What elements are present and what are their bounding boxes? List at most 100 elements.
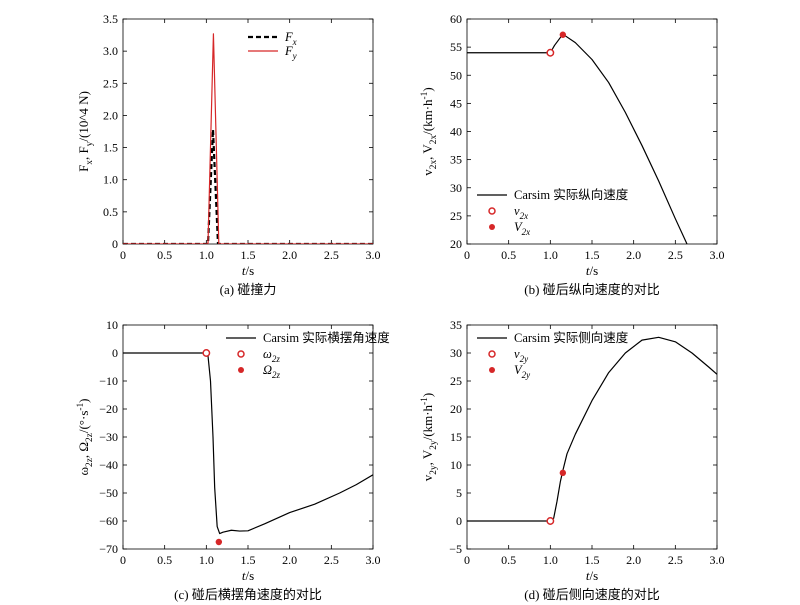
marker-filled-b bbox=[559, 31, 567, 38]
x-tick-label: 1.0 bbox=[199, 553, 214, 567]
series-line-d-0 bbox=[467, 336, 717, 522]
y-tick-label: 10 bbox=[106, 318, 118, 332]
y-axis-label: v2y, V2y/(km·h-1) bbox=[420, 393, 439, 481]
y-tick-label: 2.0 bbox=[103, 108, 118, 122]
legend-label: Ω2z bbox=[263, 363, 281, 380]
y-axis-label: ω2z, Ω2z/(°·s-1) bbox=[76, 398, 95, 475]
y-tick-label: 0.5 bbox=[103, 205, 118, 219]
x-tick-label: 2.0 bbox=[626, 553, 641, 567]
legend-label: V2y bbox=[514, 363, 530, 380]
x-tick-label: 1.5 bbox=[241, 553, 256, 567]
series-line-c-0 bbox=[123, 352, 373, 535]
chart-caption: (c) 碰后横摆角速度的对比 bbox=[174, 587, 322, 602]
x-tick-label: 0 bbox=[464, 553, 470, 567]
legend-marker bbox=[489, 224, 495, 230]
x-tick-label: 2.5 bbox=[668, 553, 683, 567]
x-tick-label: 2.0 bbox=[282, 248, 297, 262]
y-tick-label: 25 bbox=[450, 209, 462, 223]
x-tick-label: 2.0 bbox=[626, 248, 641, 262]
plot-frame-c bbox=[122, 324, 374, 550]
legend-label: Fx bbox=[284, 30, 297, 47]
series-line-a-1 bbox=[123, 33, 373, 244]
marker-filled-c bbox=[215, 538, 223, 546]
chart-caption: (d) 碰后侧向速度的对比 bbox=[524, 587, 659, 602]
y-tick-label: 55 bbox=[450, 40, 462, 54]
legend-label: Carsim 实际横摆角速度 bbox=[263, 330, 390, 345]
y-tick-label: 15 bbox=[450, 430, 462, 444]
x-tick-label: 1.0 bbox=[543, 248, 558, 262]
y-tick-label: 2.5 bbox=[103, 76, 118, 90]
x-tick-label: 0.5 bbox=[157, 248, 172, 262]
legend-marker bbox=[238, 367, 244, 373]
plot-frame-d bbox=[466, 324, 718, 550]
chart-c: 0 0.5 1.0 1.5 2.0 2.5 3.0 −70 −60 −50 −40 −30 −20 −10… bbox=[76, 318, 390, 602]
chart-caption: (b) 碰后纵向速度的对比 bbox=[524, 282, 659, 297]
legend-label: Carsim 实际侧向速度 bbox=[514, 330, 629, 345]
x-tick-label: 0.5 bbox=[501, 248, 516, 262]
y-tick-label: 20 bbox=[450, 237, 462, 251]
y-tick-label: 25 bbox=[450, 374, 462, 388]
x-tick-label: 1.5 bbox=[241, 248, 256, 262]
y-tick-label: −20 bbox=[99, 402, 118, 416]
y-tick-label: 35 bbox=[450, 153, 462, 167]
x-tick-label: 1.5 bbox=[585, 248, 600, 262]
y-tick-label: 5 bbox=[456, 486, 462, 500]
legend-marker bbox=[237, 350, 245, 358]
x-tick-label: 0 bbox=[464, 248, 470, 262]
y-tick-label: −70 bbox=[99, 542, 118, 556]
x-axis-label: t/s bbox=[242, 263, 254, 278]
y-tick-label: 60 bbox=[450, 12, 462, 26]
y-tick-label: −30 bbox=[99, 430, 118, 444]
x-axis-label: t/s bbox=[242, 568, 254, 583]
y-tick-label: 3.5 bbox=[103, 12, 118, 26]
y-tick-label: 30 bbox=[450, 346, 462, 360]
x-tick-label: 2.5 bbox=[324, 553, 339, 567]
legend-marker bbox=[489, 367, 495, 373]
marker-open-c bbox=[202, 349, 211, 357]
chart-d: 0 0.5 1.0 1.5 2.0 2.5 3.0−505101520253035t/sv2… bbox=[420, 318, 725, 602]
plot-frame-a bbox=[122, 18, 374, 245]
series-line-b-0 bbox=[467, 33, 688, 244]
legend-label: v2x bbox=[514, 204, 528, 221]
x-tick-label: 1.0 bbox=[199, 248, 214, 262]
legend-label: Carsim 实际纵向速度 bbox=[514, 187, 629, 202]
y-tick-label: 0 bbox=[456, 514, 462, 528]
y-tick-label: 1.0 bbox=[103, 173, 118, 187]
chart-a: 0 0.5 1.0 1.5 2.0 2.5 3.0 0 0.5 1.0 1.5 2.0 2.5 3.0 3.… bbox=[76, 12, 381, 297]
marker-open-b bbox=[546, 48, 555, 57]
x-tick-label: 3.0 bbox=[366, 248, 381, 262]
legend-label: Fy bbox=[284, 44, 297, 61]
y-axis-label: Fx, Fy/(10^4 N) bbox=[76, 91, 95, 172]
y-tick-label: −50 bbox=[99, 486, 118, 500]
y-tick-label: 40 bbox=[450, 125, 462, 139]
y-tick-label: 35 bbox=[450, 318, 462, 332]
legend-marker bbox=[488, 350, 496, 358]
x-tick-label: 3.0 bbox=[710, 248, 725, 262]
y-tick-label: 50 bbox=[450, 68, 462, 82]
y-tick-label: 10 bbox=[450, 458, 462, 472]
y-tick-label: 0 bbox=[112, 237, 118, 251]
chart-b: 0 0.5 1.0 1.5 2.0 2.5 3.0 20 25 30 35 40 45 50 55 60 t/s… bbox=[420, 12, 725, 297]
chart-caption: (a) 碰撞力 bbox=[220, 282, 277, 297]
legend-marker bbox=[488, 207, 496, 215]
y-tick-label: 45 bbox=[450, 96, 462, 110]
x-tick-label: 0.5 bbox=[501, 553, 516, 567]
y-tick-label: 3.0 bbox=[103, 44, 118, 58]
legend-label: v2y bbox=[514, 347, 528, 364]
y-tick-label: 30 bbox=[450, 181, 462, 195]
marker-filled-d bbox=[559, 469, 567, 477]
y-tick-label: 20 bbox=[450, 402, 462, 416]
x-tick-label: 2.0 bbox=[282, 553, 297, 567]
x-tick-label: 0.5 bbox=[157, 553, 172, 567]
x-tick-label: 1.5 bbox=[585, 553, 600, 567]
x-axis-label: t/s bbox=[586, 263, 598, 278]
x-tick-label: 3.0 bbox=[366, 553, 381, 567]
y-tick-label: −5 bbox=[449, 542, 462, 556]
legend-label: V2x bbox=[514, 220, 530, 237]
x-tick-label: 2.5 bbox=[324, 248, 339, 262]
